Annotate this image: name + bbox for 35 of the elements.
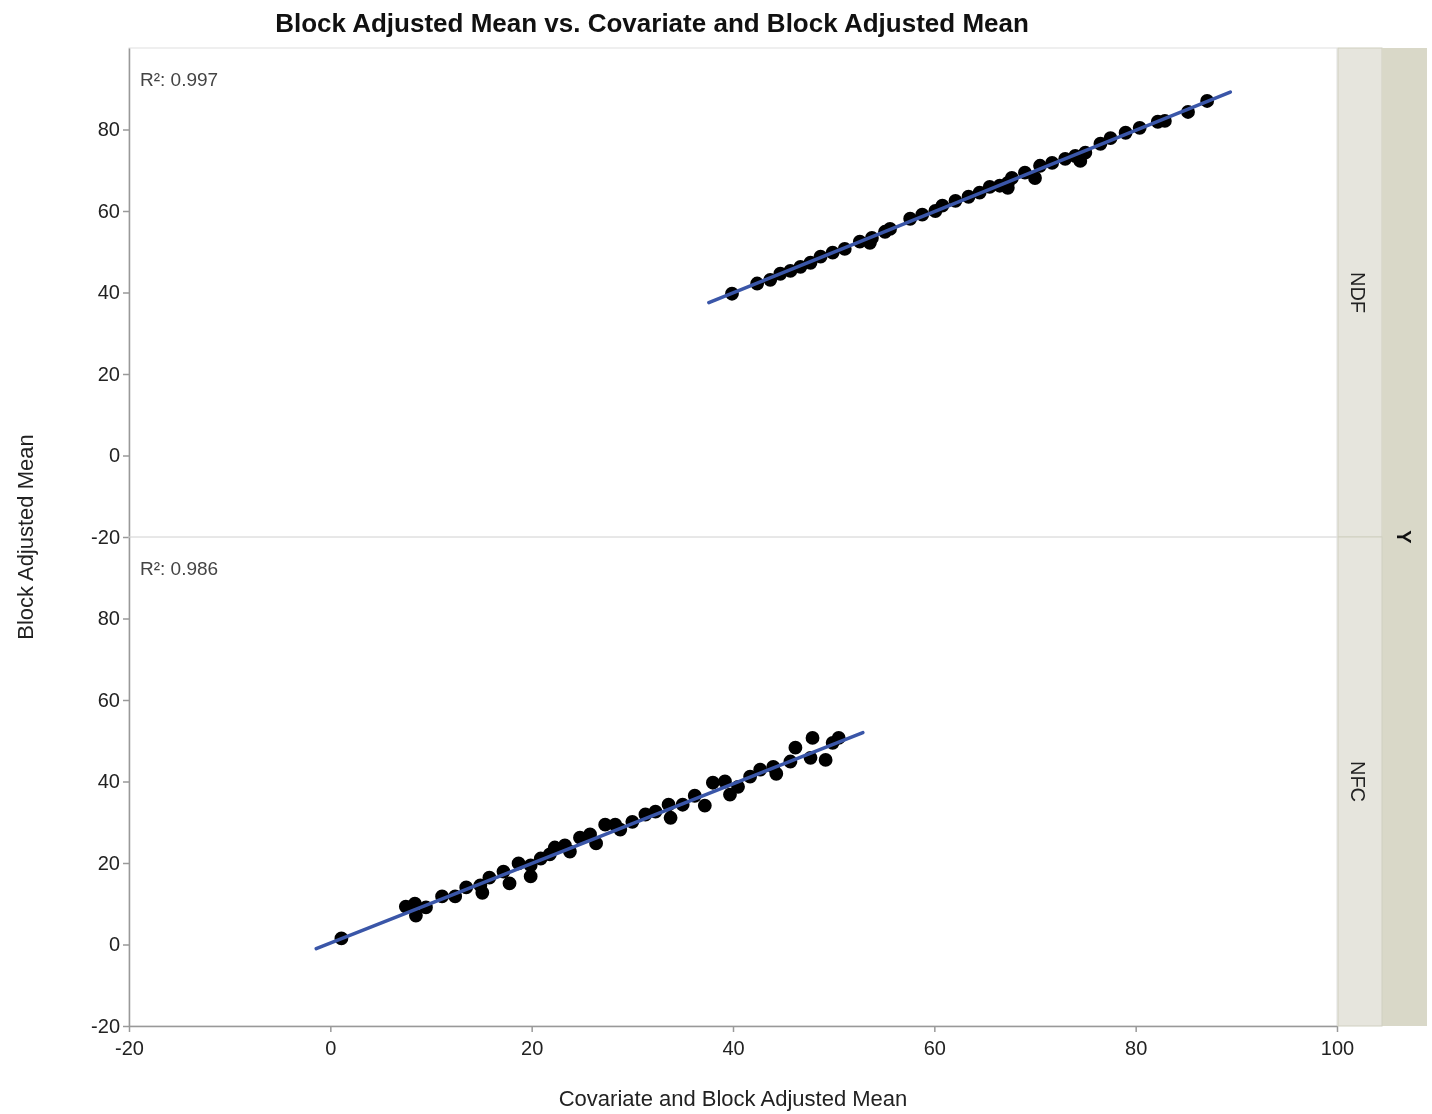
x-tick-label: 0 xyxy=(325,1037,337,1059)
x-tick-label: 80 xyxy=(1125,1037,1148,1059)
point xyxy=(697,798,712,813)
point xyxy=(663,810,678,825)
x-tick-label: 20 xyxy=(521,1037,544,1059)
y-tick-label: 20 xyxy=(97,851,120,874)
annotation: R²: 0.997 xyxy=(140,69,219,90)
text: Y xyxy=(1393,530,1415,545)
annotation: R²: 0.986 xyxy=(140,558,219,579)
text: NDF xyxy=(1347,271,1369,314)
y-tick-label: 40 xyxy=(97,281,120,304)
point xyxy=(475,885,490,900)
point xyxy=(523,869,538,884)
point xyxy=(788,740,803,755)
y-axis-title: Block Adjusted Mean xyxy=(13,434,38,640)
y-tick-label: 80 xyxy=(97,607,120,630)
y-tick-label: 0 xyxy=(108,933,120,956)
point xyxy=(818,753,833,767)
y-tick-label: 80 xyxy=(97,118,120,141)
point xyxy=(805,731,820,745)
y-tick-label: 60 xyxy=(97,199,120,222)
y-tick-label: 20 xyxy=(97,362,120,385)
y-tick-label: 60 xyxy=(97,688,120,711)
point xyxy=(705,775,720,790)
chart-title: Block Adjusted Mean vs. Covariate and Block Adjusted Mean xyxy=(275,8,1029,38)
y-tick-label: 40 xyxy=(97,770,120,793)
y-tick-label: -20 xyxy=(91,1014,120,1037)
x-tick-label: 60 xyxy=(923,1037,946,1059)
y-tick-label: 0 xyxy=(108,444,120,467)
y-tick-label: -20 xyxy=(91,525,120,548)
point xyxy=(502,876,517,891)
text: NFC xyxy=(1347,760,1369,803)
x-tick-label: 40 xyxy=(722,1037,745,1059)
x-tick-label: 100 xyxy=(1320,1037,1355,1059)
x-axis-title: Covariate and Block Adjusted Mean xyxy=(558,1086,908,1111)
